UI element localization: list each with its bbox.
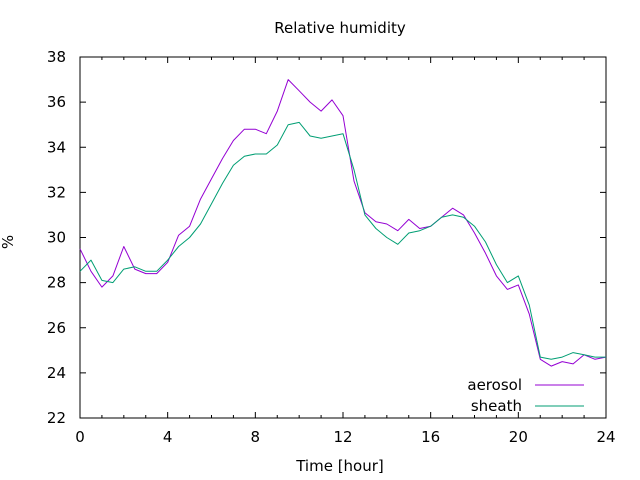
legend: aerosol sheath xyxy=(467,376,584,415)
series-line-aerosol xyxy=(79,79,607,367)
y-tick-label: 32 xyxy=(47,183,66,201)
plot-frame xyxy=(79,56,607,419)
x-tick-label: 20 xyxy=(509,428,528,446)
y-tick-label: 26 xyxy=(47,319,66,337)
tick-labels: 0 4 8 12 16 20 24 22 24 26 28 30 32 34 36 38 xyxy=(47,48,616,446)
y-tick-label: 36 xyxy=(47,93,66,111)
y-tick-label: 24 xyxy=(47,364,66,382)
y-tick-label: 30 xyxy=(47,229,66,247)
x-tick-label: 8 xyxy=(251,428,261,446)
series-line-sheath xyxy=(79,121,606,360)
x-tick-label: 16 xyxy=(421,428,440,446)
y-axis-label: % xyxy=(0,235,17,249)
chart-title: Relative humidity xyxy=(274,19,406,37)
y-tick-label: 22 xyxy=(47,409,66,427)
tick-marks xyxy=(79,56,607,419)
series-group xyxy=(79,79,607,367)
x-tick-label: 24 xyxy=(596,428,615,446)
legend-label-aerosol: aerosol xyxy=(467,376,522,394)
x-tick-label: 12 xyxy=(333,428,352,446)
y-tick-label: 28 xyxy=(47,274,66,292)
legend-label-sheath: sheath xyxy=(471,397,522,415)
x-axis-label: Time [hour] xyxy=(295,457,384,475)
x-tick-label: 0 xyxy=(75,428,85,446)
y-tick-label: 34 xyxy=(47,138,66,156)
x-tick-label: 4 xyxy=(163,428,173,446)
y-tick-label: 38 xyxy=(47,48,66,66)
